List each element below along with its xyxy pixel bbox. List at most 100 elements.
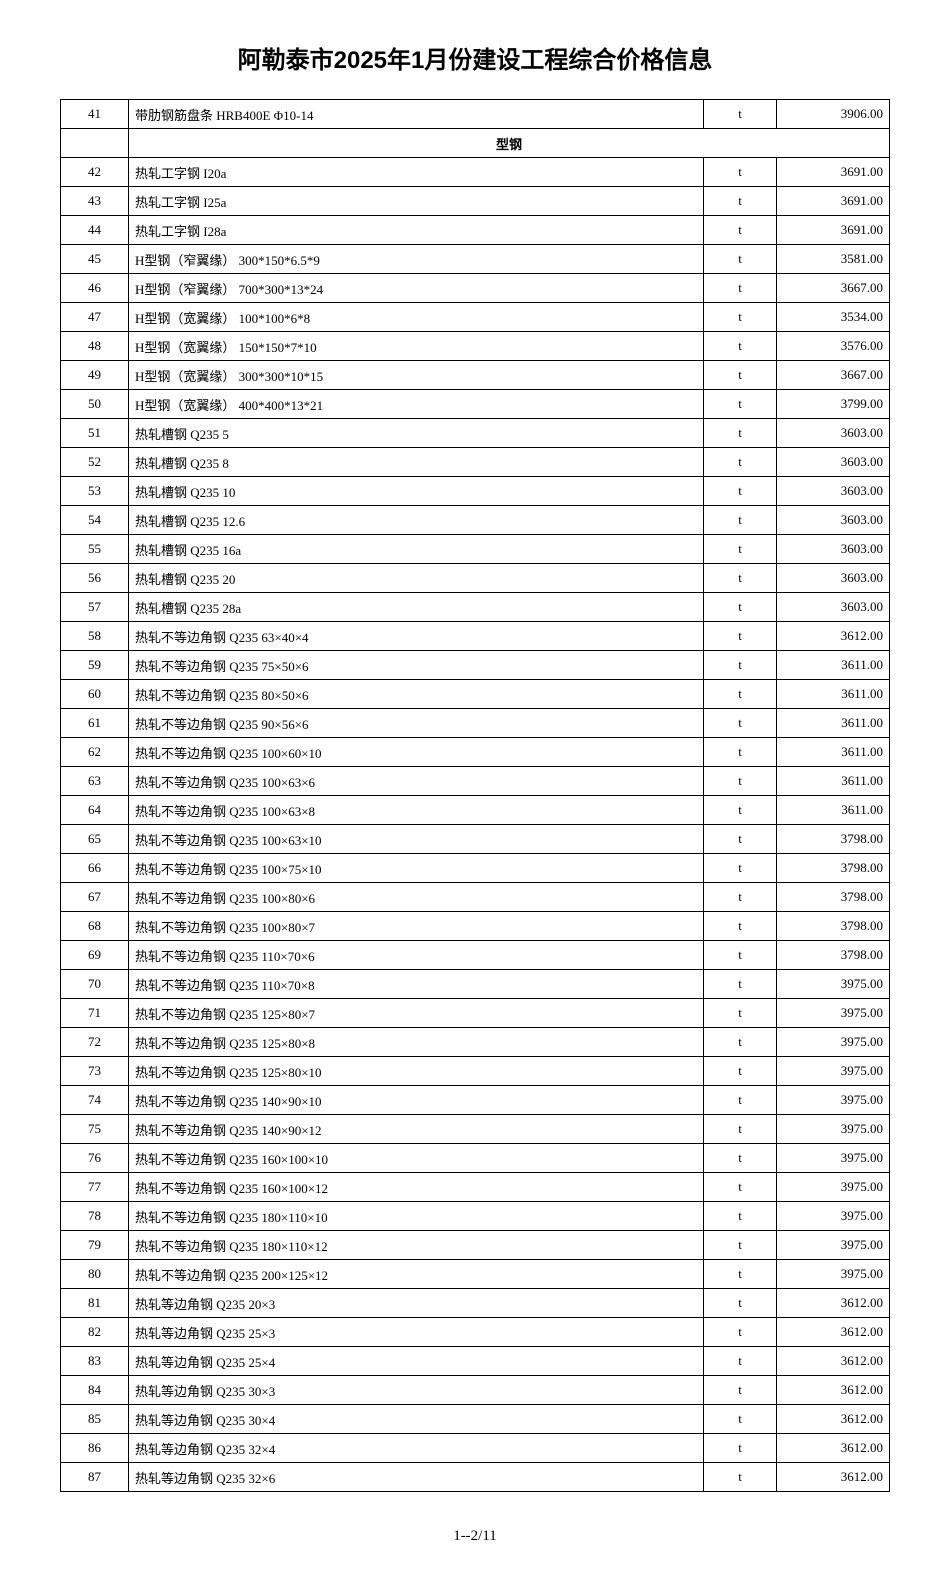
item-name: 热轧不等边角钢 Q235 100×75×10 bbox=[129, 854, 704, 883]
row-number: 57 bbox=[61, 593, 129, 622]
item-price: 3612.00 bbox=[777, 1434, 890, 1463]
table-row: 79热轧不等边角钢 Q235 180×110×12t3975.00 bbox=[61, 1231, 890, 1260]
row-number: 44 bbox=[61, 216, 129, 245]
item-price: 3611.00 bbox=[777, 767, 890, 796]
item-unit: t bbox=[704, 1115, 777, 1144]
item-name: 热轧槽钢 Q235 5 bbox=[129, 419, 704, 448]
item-unit: t bbox=[704, 1231, 777, 1260]
row-number: 51 bbox=[61, 419, 129, 448]
item-price: 3975.00 bbox=[777, 1028, 890, 1057]
item-unit: t bbox=[704, 1144, 777, 1173]
item-price: 3975.00 bbox=[777, 1144, 890, 1173]
table-row: 60热轧不等边角钢 Q235 80×50×6t3611.00 bbox=[61, 680, 890, 709]
row-number: 41 bbox=[61, 100, 129, 129]
table-row: 72热轧不等边角钢 Q235 125×80×8t3975.00 bbox=[61, 1028, 890, 1057]
item-price: 3798.00 bbox=[777, 912, 890, 941]
table-row: 46H型钢（窄翼缘） 700*300*13*24t3667.00 bbox=[61, 274, 890, 303]
item-unit: t bbox=[704, 332, 777, 361]
table-row: 51热轧槽钢 Q235 5t3603.00 bbox=[61, 419, 890, 448]
row-number: 85 bbox=[61, 1405, 129, 1434]
item-price: 3691.00 bbox=[777, 216, 890, 245]
item-name: 热轧不等边角钢 Q235 180×110×10 bbox=[129, 1202, 704, 1231]
item-unit: t bbox=[704, 1202, 777, 1231]
item-unit: t bbox=[704, 854, 777, 883]
item-price: 3603.00 bbox=[777, 419, 890, 448]
row-number: 81 bbox=[61, 1289, 129, 1318]
price-table: 41带肋钢筋盘条 HRB400E Φ10-14t3906.00型钢42热轧工字钢… bbox=[60, 99, 890, 1492]
item-name: 热轧不等边角钢 Q235 100×63×6 bbox=[129, 767, 704, 796]
item-price: 3975.00 bbox=[777, 1260, 890, 1289]
item-unit: t bbox=[704, 680, 777, 709]
row-number: 82 bbox=[61, 1318, 129, 1347]
item-unit: t bbox=[704, 1028, 777, 1057]
table-row: 56热轧槽钢 Q235 20t3603.00 bbox=[61, 564, 890, 593]
table-row: 81热轧等边角钢 Q235 20×3t3612.00 bbox=[61, 1289, 890, 1318]
table-row: 66热轧不等边角钢 Q235 100×75×10t3798.00 bbox=[61, 854, 890, 883]
row-number: 48 bbox=[61, 332, 129, 361]
item-unit: t bbox=[704, 477, 777, 506]
item-price: 3612.00 bbox=[777, 622, 890, 651]
row-number: 62 bbox=[61, 738, 129, 767]
item-name: 热轧等边角钢 Q235 30×4 bbox=[129, 1405, 704, 1434]
item-price: 3667.00 bbox=[777, 274, 890, 303]
item-price: 3691.00 bbox=[777, 158, 890, 187]
item-name: 热轧不等边角钢 Q235 80×50×6 bbox=[129, 680, 704, 709]
item-name: 热轧不等边角钢 Q235 125×80×10 bbox=[129, 1057, 704, 1086]
item-unit: t bbox=[704, 448, 777, 477]
item-price: 3603.00 bbox=[777, 477, 890, 506]
item-name: 热轧槽钢 Q235 10 bbox=[129, 477, 704, 506]
row-number: 72 bbox=[61, 1028, 129, 1057]
table-row: 54热轧槽钢 Q235 12.6t3603.00 bbox=[61, 506, 890, 535]
row-number: 54 bbox=[61, 506, 129, 535]
item-unit: t bbox=[704, 622, 777, 651]
item-name: 热轧等边角钢 Q235 25×3 bbox=[129, 1318, 704, 1347]
item-unit: t bbox=[704, 883, 777, 912]
item-unit: t bbox=[704, 970, 777, 999]
item-name: 热轧槽钢 Q235 12.6 bbox=[129, 506, 704, 535]
table-row: 83热轧等边角钢 Q235 25×4t3612.00 bbox=[61, 1347, 890, 1376]
row-number: 86 bbox=[61, 1434, 129, 1463]
table-row: 86热轧等边角钢 Q235 32×4t3612.00 bbox=[61, 1434, 890, 1463]
item-price: 3603.00 bbox=[777, 535, 890, 564]
item-name: 热轧工字钢 I20a bbox=[129, 158, 704, 187]
item-unit: t bbox=[704, 506, 777, 535]
item-name: 热轧等边角钢 Q235 32×6 bbox=[129, 1463, 704, 1492]
row-number: 47 bbox=[61, 303, 129, 332]
item-name: 热轧不等边角钢 Q235 125×80×8 bbox=[129, 1028, 704, 1057]
item-name: 热轧槽钢 Q235 20 bbox=[129, 564, 704, 593]
row-number: 77 bbox=[61, 1173, 129, 1202]
row-number: 71 bbox=[61, 999, 129, 1028]
item-unit: t bbox=[704, 1318, 777, 1347]
row-number: 87 bbox=[61, 1463, 129, 1492]
item-unit: t bbox=[704, 738, 777, 767]
item-price: 3798.00 bbox=[777, 825, 890, 854]
page-title: 阿勒泰市2025年1月份建设工程综合价格信息 bbox=[60, 40, 890, 75]
item-price: 3612.00 bbox=[777, 1376, 890, 1405]
item-unit: t bbox=[704, 361, 777, 390]
row-number: 64 bbox=[61, 796, 129, 825]
item-price: 3975.00 bbox=[777, 970, 890, 999]
item-name: H型钢（宽翼缘） 400*400*13*21 bbox=[129, 390, 704, 419]
row-number: 78 bbox=[61, 1202, 129, 1231]
item-name: H型钢（宽翼缘） 300*300*10*15 bbox=[129, 361, 704, 390]
item-price: 3611.00 bbox=[777, 651, 890, 680]
item-unit: t bbox=[704, 1289, 777, 1318]
item-name: 带肋钢筋盘条 HRB400E Φ10-14 bbox=[129, 100, 704, 129]
item-price: 3975.00 bbox=[777, 1231, 890, 1260]
item-price: 3691.00 bbox=[777, 187, 890, 216]
table-row: 69热轧不等边角钢 Q235 110×70×6t3798.00 bbox=[61, 941, 890, 970]
item-price: 3975.00 bbox=[777, 1202, 890, 1231]
item-unit: t bbox=[704, 216, 777, 245]
item-unit: t bbox=[704, 912, 777, 941]
item-name: 热轧不等边角钢 Q235 63×40×4 bbox=[129, 622, 704, 651]
table-row: 75热轧不等边角钢 Q235 140×90×12t3975.00 bbox=[61, 1115, 890, 1144]
item-unit: t bbox=[704, 1260, 777, 1289]
item-price: 3612.00 bbox=[777, 1318, 890, 1347]
item-price: 3975.00 bbox=[777, 1173, 890, 1202]
item-name: 热轧不等边角钢 Q235 160×100×10 bbox=[129, 1144, 704, 1173]
item-price: 3611.00 bbox=[777, 738, 890, 767]
table-row: 42热轧工字钢 I20at3691.00 bbox=[61, 158, 890, 187]
table-row: 45H型钢（窄翼缘） 300*150*6.5*9t3581.00 bbox=[61, 245, 890, 274]
item-name: 热轧不等边角钢 Q235 100×80×6 bbox=[129, 883, 704, 912]
item-price: 3603.00 bbox=[777, 506, 890, 535]
